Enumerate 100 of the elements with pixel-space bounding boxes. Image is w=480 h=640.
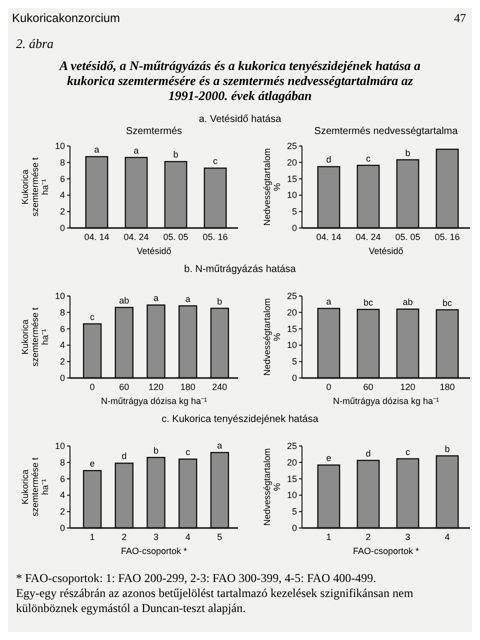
y-tick-label: 8 bbox=[60, 457, 65, 468]
y-tick-label: 2 bbox=[60, 506, 65, 517]
data-label: a bbox=[217, 440, 222, 451]
x-tick-label: 0 bbox=[90, 382, 95, 392]
data-label: a bbox=[153, 293, 159, 304]
x-tick-label: 04. 24 bbox=[356, 232, 381, 242]
data-label: ab bbox=[402, 297, 413, 308]
x-tick-label: 0 bbox=[326, 382, 332, 392]
y-tick-label: 25 bbox=[286, 291, 297, 301]
text: Egy-egy részábrán az azonos betűjelölést tartalmazó kezelések szignifikánsan nem különböznek egymástól a Duncan-teszt alapján. bbox=[16, 586, 414, 615]
y-tick-label: 2 bbox=[60, 206, 65, 217]
x-tick-label: 05. 16 bbox=[202, 232, 228, 242]
data-label: c bbox=[213, 156, 218, 166]
y-tick-label: 15 bbox=[286, 174, 297, 184]
y-tick-label: 4 bbox=[60, 340, 65, 350]
y-tick-label: 0 bbox=[292, 523, 297, 533]
data-label: ab bbox=[119, 295, 130, 306]
x-tick-label: 60 bbox=[363, 382, 374, 392]
y-tick-label: 5 bbox=[292, 206, 297, 217]
data-label: bc bbox=[442, 298, 453, 308]
x-tick-label: 5 bbox=[217, 532, 222, 542]
data-label: d bbox=[122, 451, 127, 462]
x-tick-label: 180 bbox=[440, 382, 455, 392]
y-tick-label: 20 bbox=[286, 157, 297, 168]
chart-title: Szemtermés bbox=[126, 126, 182, 137]
data-label: c bbox=[406, 446, 411, 457]
text: A vetésidő, a N-műtrágyázás és a kukorica tenyészidejének hatása a kukorica szemtermésére és a szemtermés nedvességtartalmára az 1991-2000. évek átlagában bbox=[58, 58, 422, 103]
y-tick-label: 20 bbox=[286, 307, 297, 318]
y-axis-title: Kukorica szemtermése t ha⁻¹ bbox=[20, 456, 50, 517]
data-label: bc bbox=[363, 297, 374, 308]
data-label: b bbox=[153, 445, 159, 456]
chart-subtitle: c. Kukorica tenyészidejének hatása bbox=[162, 414, 319, 425]
y-axis-title: Nedvességtartalom % bbox=[262, 148, 282, 226]
x-tick-label: 05. 05 bbox=[395, 232, 420, 242]
data-label: b bbox=[405, 148, 410, 158]
data-label: b bbox=[444, 444, 450, 454]
y-axis-title: Kukorica szemtermése t ha⁻¹ bbox=[20, 306, 50, 367]
x-tick-label: 3 bbox=[405, 532, 410, 542]
y-tick-label: 8 bbox=[60, 307, 65, 318]
x-tick-label: 2 bbox=[366, 532, 371, 542]
x-tick-label: 05. 16 bbox=[434, 232, 460, 242]
data-label: d bbox=[326, 154, 332, 165]
x-tick-label: 240 bbox=[212, 382, 228, 392]
data-label: c bbox=[366, 153, 371, 164]
data-label: b bbox=[217, 296, 222, 306]
x-tick-label: 1 bbox=[90, 532, 95, 542]
y-tick-label: 0 bbox=[60, 373, 65, 383]
y-tick-label: 10 bbox=[286, 340, 297, 350]
text: * FAO-csoportok: 1: FAO 200-299, 2-3: FAO 300-399, 4-5: FAO 400-499. bbox=[16, 571, 376, 585]
y-tick-label: 0 bbox=[60, 223, 65, 233]
y-tick-label: 20 bbox=[286, 457, 297, 468]
data-label: a bbox=[185, 294, 190, 304]
data-label: c bbox=[90, 312, 96, 322]
y-tick-label: 10 bbox=[54, 441, 65, 451]
x-tick-label: 120 bbox=[400, 382, 416, 392]
x-tick-label: 04. 14 bbox=[84, 232, 110, 242]
y-tick-label: 5 bbox=[292, 506, 297, 517]
data-label: b bbox=[173, 150, 178, 160]
y-tick-label: 4 bbox=[60, 490, 65, 500]
y-tick-label: 6 bbox=[60, 324, 65, 334]
x-tick-label: 04. 24 bbox=[124, 232, 149, 242]
x-tick-label: 180 bbox=[180, 382, 196, 392]
y-tick-label: 6 bbox=[60, 174, 65, 184]
x-axis-title: Vetésidő bbox=[136, 246, 172, 256]
y-tick-label: 5 bbox=[292, 356, 297, 367]
x-tick-label: 05. 05 bbox=[163, 232, 188, 242]
data-label: c bbox=[186, 447, 191, 458]
chart-subtitle: b. N-műtrágyázás hatása bbox=[184, 264, 296, 275]
y-tick-label: 4 bbox=[60, 190, 65, 200]
y-tick-label: 10 bbox=[54, 291, 65, 301]
y-axis-title: Nedvességtartalom % bbox=[262, 448, 282, 526]
x-tick-label: 2 bbox=[122, 532, 127, 542]
x-tick-label: 1 bbox=[326, 532, 332, 542]
y-tick-label: 25 bbox=[286, 141, 297, 151]
data-label: a bbox=[94, 144, 100, 155]
x-tick-label: 3 bbox=[153, 532, 159, 542]
x-tick-label: 4 bbox=[444, 532, 450, 542]
data-label: e bbox=[90, 458, 95, 469]
chart-subtitle: a. Vetésidő hatása bbox=[198, 114, 282, 125]
y-tick-label: 10 bbox=[54, 141, 65, 151]
y-tick-label: 10 bbox=[286, 190, 297, 200]
y-tick-label: 8 bbox=[60, 157, 65, 168]
y-tick-label: 6 bbox=[60, 474, 65, 484]
text: Kukoricakonzorcium bbox=[12, 11, 120, 25]
y-tick-label: 0 bbox=[60, 523, 65, 533]
x-tick-label: 120 bbox=[148, 382, 164, 392]
y-tick-label: 0 bbox=[292, 223, 297, 233]
data-label: a bbox=[326, 296, 332, 306]
x-axis-title: Vetésidő bbox=[368, 246, 404, 256]
y-tick-label: 0 bbox=[292, 373, 297, 383]
x-tick-label: 4 bbox=[185, 532, 190, 542]
x-axis-title: FAO-csoportok * bbox=[352, 546, 420, 556]
y-axis-title: Kukorica szemtermése t ha⁻¹ bbox=[20, 156, 50, 217]
x-axis-title: N-műtrágya dózisa kg ha⁻¹ bbox=[332, 396, 440, 406]
y-tick-label: 10 bbox=[286, 490, 297, 500]
y-tick-label: 25 bbox=[286, 441, 297, 451]
x-tick-label: 60 bbox=[119, 382, 130, 392]
x-axis-title: N-műtrágya dózisa kg ha⁻¹ bbox=[100, 396, 208, 406]
y-tick-label: 2 bbox=[60, 356, 65, 367]
y-tick-label: 15 bbox=[286, 474, 297, 484]
